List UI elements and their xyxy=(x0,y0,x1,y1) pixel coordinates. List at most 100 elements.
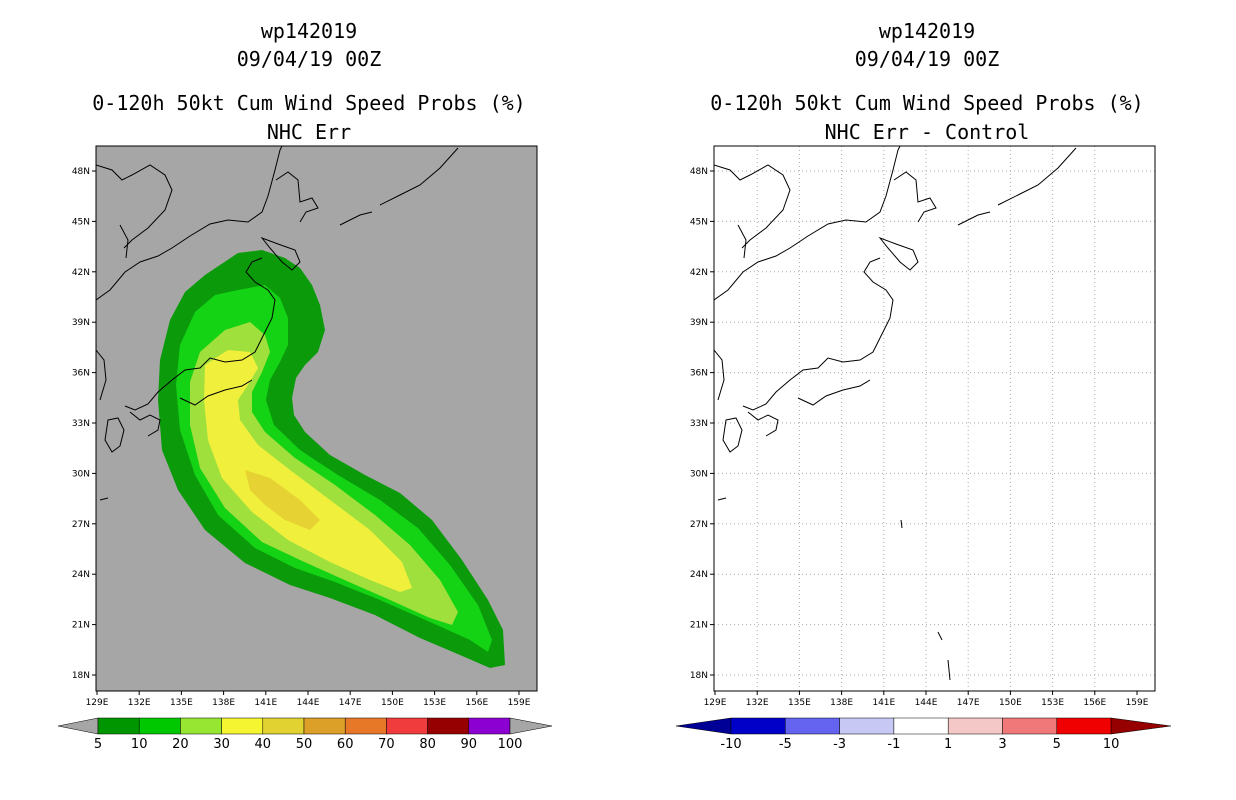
lat-tick-label: 36N xyxy=(690,369,708,379)
prob-contour-40 xyxy=(245,470,320,530)
lon-tick-label: 132E xyxy=(746,698,769,708)
lon-tick-label: 159E xyxy=(508,698,531,708)
colorbar-label: 90 xyxy=(461,737,478,752)
product-title: 0-120h 50kt Cum Wind Speed Probs (%) xyxy=(92,91,526,115)
lon-tick-label: 156E xyxy=(465,698,488,708)
colorbar-swatch xyxy=(947,717,1003,735)
prob-contour-20 xyxy=(190,322,458,625)
lon-tick-label: 129E xyxy=(704,698,727,708)
colorbar-label: 5 xyxy=(1053,737,1061,752)
lon-tick-label: 159E xyxy=(1126,698,1149,708)
subtitle: NHC Err - Control xyxy=(824,120,1030,144)
colorbar-swatch xyxy=(785,717,840,735)
map-background xyxy=(714,146,1155,691)
lat-tick-label: 30N xyxy=(72,469,90,479)
storm-id-title: wp142019 xyxy=(260,19,358,43)
lat-tick-label: 24N xyxy=(72,570,90,580)
map-panel-right: wp142019 09/04/19 00Z 0-120h 50kt Cum Wi… xyxy=(618,0,1236,800)
lat-tick-label: 21N xyxy=(690,621,708,631)
colorbar-swatch xyxy=(303,717,346,735)
colorbar-label: -1 xyxy=(887,737,900,752)
colorbar-label: 60 xyxy=(337,737,354,752)
lon-tick-label: 132E xyxy=(128,698,151,708)
map-frame xyxy=(713,145,1156,692)
colorbar-label: 1 xyxy=(944,737,952,752)
colorbar-label: 70 xyxy=(378,737,395,752)
lat-tick-label: 36N xyxy=(72,369,90,379)
lat-tick-label: 21N xyxy=(72,621,90,631)
coastline-layer xyxy=(96,146,459,501)
lat-tick-label: 39N xyxy=(690,318,708,328)
colorbar-swatch xyxy=(180,717,222,735)
colorbar-label: -10 xyxy=(720,737,741,752)
lat-tick-label: 39N xyxy=(72,318,90,328)
difference-colorbar: -10 -5 -3 -1 1 3 5 10 xyxy=(675,717,1172,752)
colorbar-swatch xyxy=(730,717,786,735)
date-title: 09/04/19 00Z xyxy=(236,47,382,71)
colorbar-end-high xyxy=(509,717,553,735)
map-axes: 129E 132E 135E 138E 141E 144E 147E 150E 153E 156E… xyxy=(72,167,531,708)
colorbar-swatch xyxy=(1002,717,1058,735)
colorbar-label: -3 xyxy=(833,737,846,752)
colorbar-swatch xyxy=(427,717,470,735)
lat-tick-label: 18N xyxy=(72,671,90,681)
map-panel-left: wp142019 09/04/19 00Z 0-120h 50kt Cum Wi… xyxy=(57,19,553,752)
lon-tick-label: 141E xyxy=(254,698,277,708)
lon-tick-label: 129E xyxy=(86,698,109,708)
lat-tick-label: 27N xyxy=(690,520,708,530)
lon-tick-label: 135E xyxy=(788,698,811,708)
colorbar-swatch xyxy=(893,717,949,735)
lon-tick-label: 153E xyxy=(423,698,446,708)
lon-tick-label: 144E xyxy=(297,698,320,708)
lon-tick-label: 147E xyxy=(339,698,362,708)
colorbar-swatch xyxy=(1056,717,1112,735)
lon-tick-label: 150E xyxy=(381,698,404,708)
lon-tick-label: 141E xyxy=(872,698,895,708)
colorbar-swatch xyxy=(97,717,140,735)
coastline-layer xyxy=(714,146,1077,681)
colorbar-label: -5 xyxy=(779,737,792,752)
lat-tick-label: 18N xyxy=(690,671,708,681)
colorbar-end-low xyxy=(57,717,99,735)
colorbar-label: 5 xyxy=(94,737,102,752)
lon-tick-label: 138E xyxy=(212,698,235,708)
colorbar-end-low xyxy=(675,717,732,735)
colorbar-label: 10 xyxy=(1103,737,1120,752)
colorbar-swatch xyxy=(386,717,428,735)
probability-map: 129E 132E 135E 138E 141E 144E 147E 150E 153E 156E… xyxy=(57,145,553,752)
lon-tick-label: 144E xyxy=(915,698,938,708)
lon-tick-label: 135E xyxy=(170,698,193,708)
map-frame xyxy=(95,145,538,692)
lat-tick-label: 27N xyxy=(72,520,90,530)
colorbar-label: 80 xyxy=(419,737,436,752)
lat-tick-label: 24N xyxy=(690,570,708,580)
date-title: 09/04/19 00Z xyxy=(854,47,1000,71)
colorbar-label: 10 xyxy=(131,737,148,752)
colorbar-swatch xyxy=(839,717,895,735)
dotted-grid xyxy=(714,146,1155,691)
lat-tick-label: 42N xyxy=(72,268,90,278)
lon-tick-label: 150E xyxy=(999,698,1022,708)
probability-colorbar: 5 10 20 30 40 50 60 70 80 90 100 xyxy=(57,717,553,752)
colorbar-label: 40 xyxy=(255,737,272,752)
lat-tick-label: 48N xyxy=(72,167,90,177)
prob-contour-30 xyxy=(204,350,412,592)
colorbar-swatch xyxy=(468,717,511,735)
colorbar-swatch xyxy=(344,717,387,735)
colorbar-swatch xyxy=(221,717,264,735)
colorbar-label: 20 xyxy=(172,737,189,752)
lat-tick-label: 33N xyxy=(690,419,708,429)
lat-tick-label: 45N xyxy=(72,217,90,227)
lon-tick-label: 147E xyxy=(957,698,980,708)
lat-tick-label: 48N xyxy=(690,167,708,177)
subtitle: NHC Err xyxy=(266,120,352,144)
colorbar-swatch xyxy=(262,717,305,735)
lat-tick-label: 42N xyxy=(690,268,708,278)
lat-tick-label: 30N xyxy=(690,469,708,479)
product-title: 0-120h 50kt Cum Wind Speed Probs (%) xyxy=(710,91,1144,115)
colorbar-label: 3 xyxy=(998,737,1006,752)
lon-tick-label: 138E xyxy=(830,698,853,708)
colorbar-label: 100 xyxy=(498,737,523,752)
lon-tick-label: 153E xyxy=(1041,698,1064,708)
colorbar-label: 30 xyxy=(213,737,230,752)
